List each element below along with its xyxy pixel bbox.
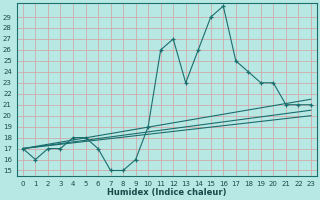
X-axis label: Humidex (Indice chaleur): Humidex (Indice chaleur): [107, 188, 227, 197]
